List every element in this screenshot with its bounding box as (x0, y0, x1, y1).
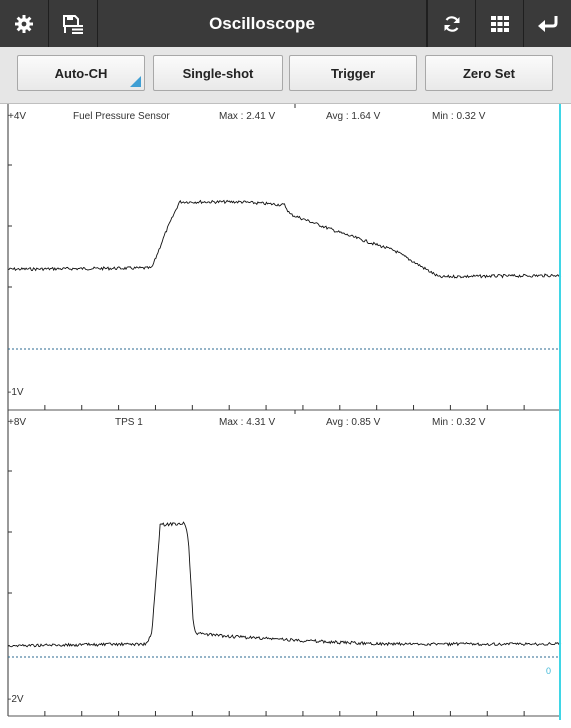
auto-ch-button[interactable]: Auto-CH (17, 55, 145, 91)
layout-grid-button[interactable] (475, 0, 523, 47)
trigger-label: Trigger (330, 65, 376, 81)
waveform-trace (7, 199, 562, 279)
zero-set-label: Zero Set (462, 65, 515, 81)
dropdown-corner-icon (130, 76, 141, 87)
save-data-button[interactable] (49, 0, 98, 47)
auto-ch-label: Auto-CH (54, 65, 108, 81)
x-ticks (44, 405, 525, 410)
save-list-icon (63, 14, 83, 34)
page-title: Oscilloscope (98, 0, 427, 47)
trigger-button[interactable]: Trigger (289, 55, 417, 91)
channel-1-name: Fuel Pressure Sensor (73, 111, 170, 122)
channel-2-bottom-scale: -2V (8, 694, 24, 705)
button-bar: Auto-CH Single-shot Trigger Zero Set (0, 47, 571, 104)
channel-1-max: Max : 2.41 V (219, 111, 276, 122)
channel-2-name: TPS 1 (115, 417, 143, 428)
cursor-line[interactable] (559, 104, 561, 720)
top-bar: Oscilloscope (0, 0, 571, 47)
channel-1-top-scale: +4V (8, 111, 27, 122)
single-shot-label: Single-shot (182, 65, 254, 81)
channel-1-panel[interactable]: +4V Fuel Pressure Sensor Max : 2.41 V Av… (7, 104, 562, 411)
zero-marker: 0 (546, 666, 552, 676)
channel-1-min: Min : 0.32 V (432, 111, 486, 122)
back-button[interactable] (523, 0, 571, 47)
refresh-icon (444, 15, 459, 32)
channel-1-bottom-scale: -1V (8, 387, 24, 398)
channel-1-avg: Avg : 1.64 V (326, 111, 381, 122)
single-shot-button[interactable]: Single-shot (153, 55, 283, 91)
waveform-trace (7, 521, 562, 648)
channel-2-avg: Avg : 0.85 V (326, 417, 381, 428)
channel-2-graph (7, 410, 562, 717)
channel-2-top-scale: +8V (8, 417, 27, 428)
back-arrow-icon (537, 15, 557, 32)
zero-set-button[interactable]: Zero Set (425, 55, 553, 91)
refresh-button[interactable] (427, 0, 475, 47)
x-ticks (44, 711, 525, 716)
channel-2-panel[interactable]: +8V TPS 1 Max : 4.31 V Avg : 0.85 V Min … (7, 410, 562, 717)
gear-icon (15, 14, 33, 33)
settings-button[interactable] (0, 0, 49, 47)
channel-2-max: Max : 4.31 V (219, 417, 276, 428)
channel-1-graph (7, 104, 562, 411)
grid-icon (490, 15, 509, 32)
channel-2-min: Min : 0.32 V (432, 417, 486, 428)
